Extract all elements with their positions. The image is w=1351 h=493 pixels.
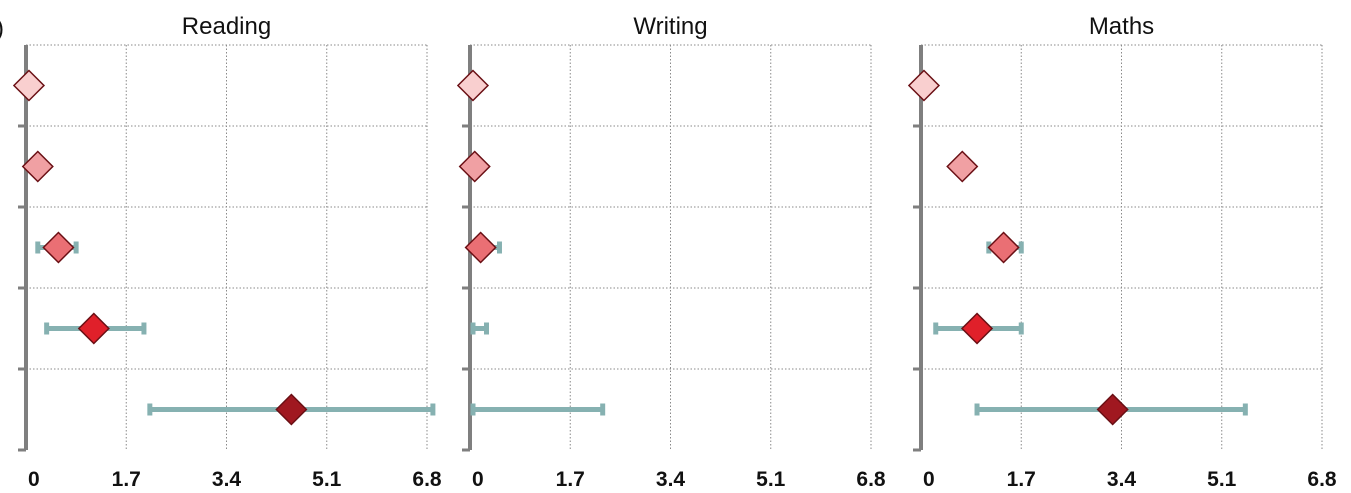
diamond-marker — [464, 231, 497, 264]
diamond-marker — [42, 231, 75, 264]
x-tick-label: 6.8 — [412, 468, 442, 491]
diamond-marker — [458, 150, 491, 183]
x-tick-label: 3.4 — [1107, 468, 1137, 491]
x-tick-label: 3.4 — [212, 468, 242, 491]
data-point-row-5 — [974, 393, 1248, 426]
x-tick-label: 1.7 — [556, 468, 585, 491]
data-point-row-2 — [458, 150, 491, 183]
panel-title: Reading — [182, 13, 271, 40]
data-point-row-5 — [470, 403, 606, 416]
panel-maths: Maths 0 1.7 3.4 5.1 6.8 — [907, 13, 1337, 491]
x-tick-label: 5.1 — [1207, 468, 1237, 491]
chart-panels: Reading 0 1.7 3.4 5.1 6.8 Writing 0 1.7 3.4 5.1 6.8… — [12, 13, 1337, 491]
data-point-row-1 — [12, 69, 46, 102]
diamond-marker — [907, 69, 941, 102]
diamond-marker — [987, 231, 1020, 264]
x-tick-label: 5.1 — [756, 468, 786, 491]
panel-title: Writing — [633, 13, 707, 40]
x-tick-label: 3.4 — [656, 468, 686, 491]
data-point-row-2 — [946, 150, 979, 183]
diamond-marker — [456, 69, 490, 102]
data-point-row-3 — [35, 231, 79, 264]
diamond-marker — [12, 69, 46, 102]
data-point-row-4 — [470, 322, 490, 335]
diamond-marker — [21, 150, 54, 183]
diamond-marker — [1096, 393, 1129, 426]
panel-reading: Reading 0 1.7 3.4 5.1 6.8 — [12, 13, 442, 491]
data-point-row-2 — [21, 150, 54, 183]
data-point-row-4 — [44, 312, 147, 345]
data-point-row-3 — [464, 231, 502, 264]
data-point-row-4 — [933, 312, 1024, 345]
data-point-row-3 — [986, 231, 1024, 264]
x-tick-label: 6.8 — [856, 468, 886, 491]
x-tick-label: 1.7 — [112, 468, 141, 491]
x-tick-label: 0 — [923, 468, 935, 491]
panel-title: Maths — [1089, 13, 1154, 40]
cropped-panel-label: ) — [0, 15, 4, 42]
data-point-row-1 — [907, 69, 941, 102]
x-tick-label: 6.8 — [1307, 468, 1337, 491]
diamond-marker — [960, 312, 994, 345]
diamond-marker — [946, 150, 979, 183]
x-tick-label: 0 — [28, 468, 40, 491]
data-point-row-1 — [456, 69, 490, 102]
diamond-marker — [275, 393, 308, 426]
x-tick-label: 5.1 — [312, 468, 342, 491]
panel-writing: Writing 0 1.7 3.4 5.1 6.8 — [456, 13, 886, 491]
data-point-row-5 — [147, 393, 436, 426]
diamond-marker — [77, 312, 110, 345]
x-tick-label: 0 — [472, 468, 484, 491]
x-tick-label: 1.7 — [1007, 468, 1036, 491]
